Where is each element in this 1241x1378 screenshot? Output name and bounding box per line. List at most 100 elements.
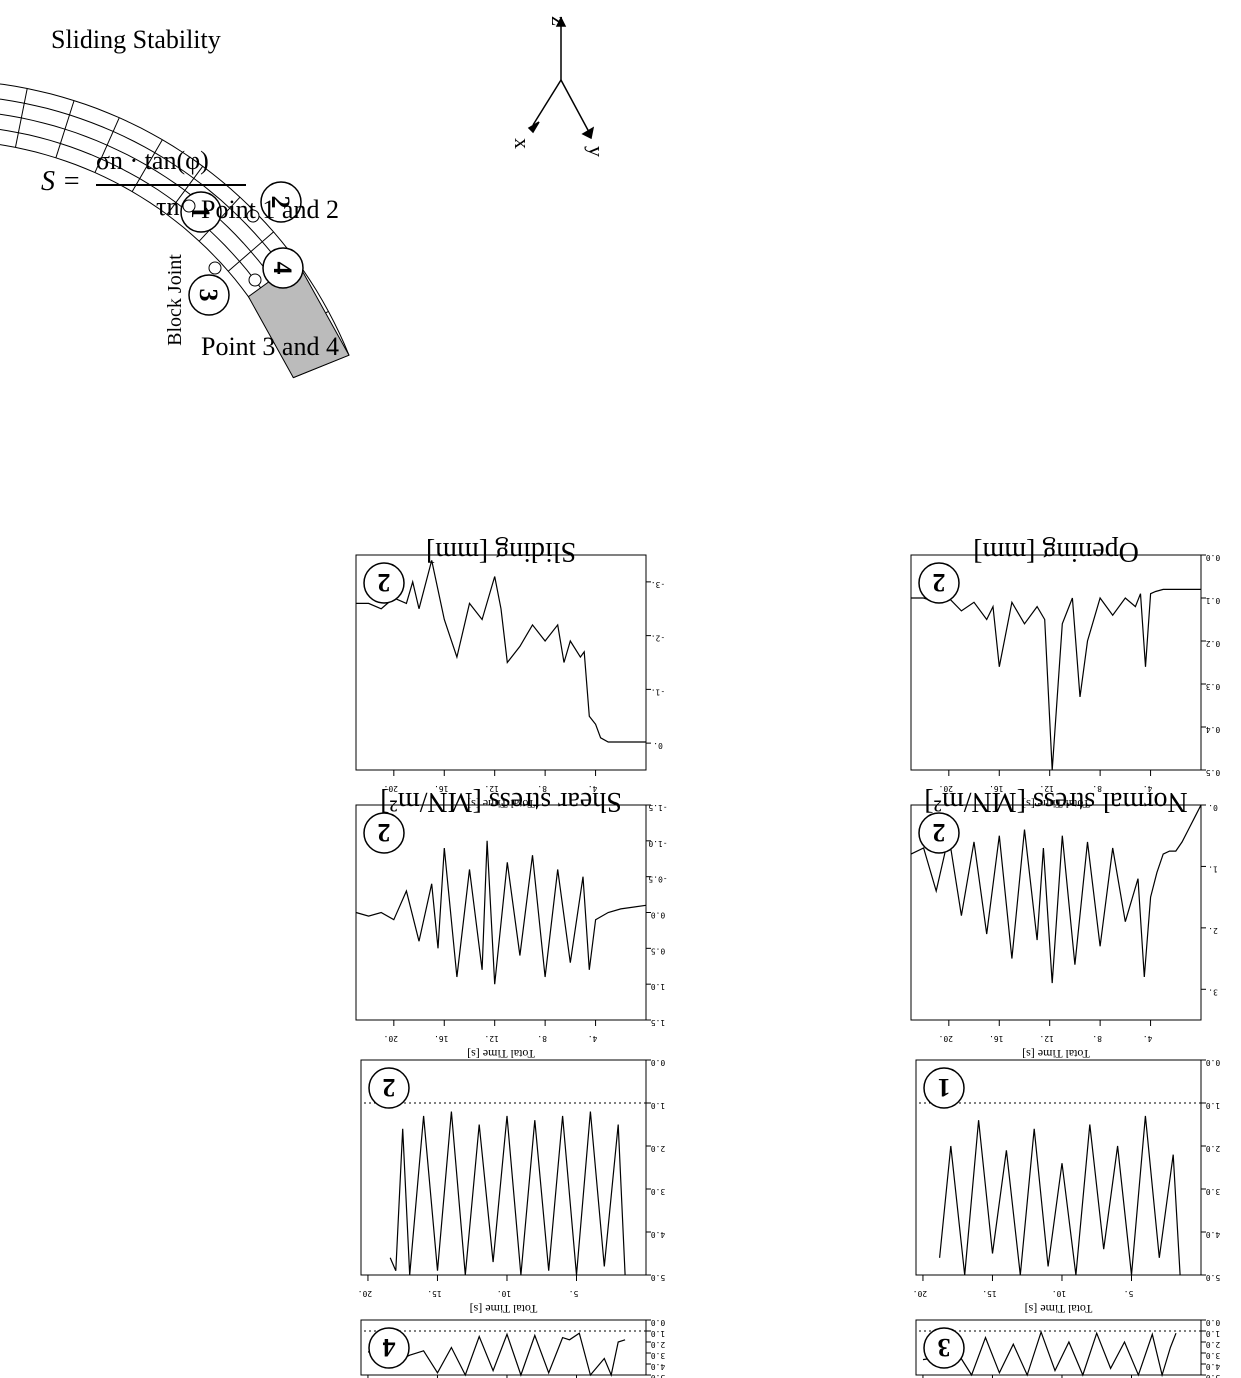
point-3-marker bbox=[188, 274, 230, 316]
chart-title: Sliding [mm] bbox=[426, 536, 576, 567]
point-badge bbox=[918, 562, 960, 604]
y-tick-label: 0.5 bbox=[651, 946, 666, 955]
x-tick-label: 20. bbox=[384, 1034, 398, 1043]
y-tick-label: 3.0 bbox=[651, 1187, 666, 1196]
point-badge-label: 2 bbox=[378, 818, 391, 847]
chart-title: Opening [mm] bbox=[973, 536, 1139, 567]
x-tick-label: 12. bbox=[1039, 1034, 1053, 1043]
point-badge-label: 2 bbox=[933, 818, 946, 847]
x-tick-label: 10. bbox=[1052, 1289, 1066, 1298]
y-tick-label: 4.0 bbox=[651, 1230, 666, 1239]
x-tick-label: 20. bbox=[913, 1289, 927, 1298]
x-tick-label: 5. bbox=[569, 1289, 579, 1298]
x-tick-label: 8. bbox=[1092, 1034, 1102, 1043]
y-tick-label: 0.2 bbox=[1206, 639, 1221, 648]
series-line bbox=[355, 840, 647, 985]
y-tick-label: -3. bbox=[651, 580, 665, 589]
point-badge bbox=[368, 1327, 410, 1369]
series-line bbox=[356, 560, 646, 743]
x-tick-label: 4. bbox=[588, 784, 598, 793]
plot-frame bbox=[915, 1059, 1202, 1276]
y-tick-label: 0.4 bbox=[1206, 725, 1221, 734]
y-tick-label: 1.0 bbox=[651, 1101, 666, 1110]
point-badge bbox=[923, 1067, 965, 1109]
axis-y-label: y bbox=[584, 146, 609, 157]
y-tick-label: 2.0 bbox=[1206, 1144, 1221, 1153]
y-tick-label: 0.0 bbox=[1206, 553, 1221, 562]
point-badge-label: 4 bbox=[383, 1333, 396, 1362]
y-tick-label: 5.0 bbox=[651, 1273, 666, 1282]
y-tick-label: 0.0 bbox=[1206, 1058, 1221, 1067]
plot-frame bbox=[355, 554, 647, 771]
series-line bbox=[367, 1332, 626, 1378]
y-tick-label: 4.0 bbox=[651, 1362, 666, 1371]
chart-3: 4.8.12.16.20.0.1.2.3.Total Time [s]Norma… bbox=[910, 786, 1218, 1061]
x-axis-label: Total Time [s] bbox=[1022, 1047, 1090, 1061]
axis-triad bbox=[527, 16, 595, 140]
y-tick-label: 2.0 bbox=[651, 1144, 666, 1153]
x-tick-label: 12. bbox=[484, 1034, 498, 1043]
y-tick-label: 3.0 bbox=[1206, 1187, 1221, 1196]
y-tick-label: 0. bbox=[653, 741, 663, 750]
y-tick-label: 5.0 bbox=[1206, 1273, 1221, 1282]
y-tick-label: 0.0 bbox=[651, 1058, 666, 1067]
y-tick-label: -1.0 bbox=[648, 839, 667, 848]
x-tick-label: 20. bbox=[939, 1034, 953, 1043]
x-tick-label: 20. bbox=[939, 784, 953, 793]
caption-points-1-2: Point 1 and 2 bbox=[201, 195, 339, 224]
x-tick-label: 8. bbox=[537, 784, 547, 793]
x-tick-label: 15. bbox=[427, 1289, 441, 1298]
y-tick-label: 3.0 bbox=[651, 1351, 666, 1360]
series-line bbox=[389, 1111, 626, 1276]
block-joint-label: Block Joint bbox=[164, 254, 186, 346]
chart-8: 5.10.15.20.0.01.02.03.04.05.0Time [s]4 bbox=[360, 1318, 666, 1378]
x-tick-label: 20. bbox=[358, 1289, 372, 1298]
y-tick-label: 1.0 bbox=[651, 982, 666, 991]
x-tick-label: 12. bbox=[1039, 784, 1053, 793]
y-tick-label: 0.5 bbox=[1206, 768, 1221, 777]
point-badge-label: 2 bbox=[378, 568, 391, 597]
y-tick-label: 0.0 bbox=[651, 1318, 666, 1327]
y-tick-label: 2.0 bbox=[651, 1340, 666, 1349]
y-tick-label: 0.0 bbox=[651, 911, 666, 920]
x-axis-label: Total Time [s] bbox=[470, 1302, 538, 1316]
y-tick-label: 0. bbox=[1208, 803, 1218, 812]
plot-frame bbox=[360, 1319, 647, 1376]
y-tick-label: 1. bbox=[1208, 864, 1218, 873]
point-badge-label: 2 bbox=[933, 568, 946, 597]
plot-frame bbox=[915, 1319, 1202, 1376]
point-3-label: 3 bbox=[194, 289, 223, 302]
point-badge bbox=[918, 812, 960, 854]
x-tick-label: 10. bbox=[497, 1289, 511, 1298]
chart-7: 5.10.15.20.0.01.02.03.04.05.0Time [s]3 bbox=[915, 1318, 1221, 1378]
point-badge bbox=[923, 1327, 965, 1369]
y-tick-label: 5.0 bbox=[1206, 1373, 1221, 1378]
x-axis-label: Total Time [s] bbox=[1022, 797, 1090, 811]
y-tick-label: 0.3 bbox=[1206, 682, 1221, 691]
series-line bbox=[939, 1115, 1181, 1276]
chart-4: 4. 8. 12. 16. 20. 1.5 1.0 0.5 0.0 -0.5 -1.0 -1.5 Tot… bbox=[355, 786, 668, 1061]
y-tick-label: 4.0 bbox=[1206, 1362, 1221, 1371]
point-badge-label: 1 bbox=[938, 1073, 951, 1102]
y-tick-label: -1. bbox=[651, 687, 665, 696]
point-4-label: 4 bbox=[268, 262, 297, 275]
y-tick-label: 1.0 bbox=[1206, 1329, 1221, 1338]
x-axis-label: Total Time [s] bbox=[467, 1047, 535, 1061]
series-line bbox=[910, 804, 1202, 984]
x-tick-label: 8. bbox=[1092, 784, 1102, 793]
chart-5: 5. 10. 15. 20. 0.0 1.0 2.0 3.0 4.0 5.0 Total Time … bbox=[913, 1058, 1221, 1316]
point-2-label: 2 bbox=[266, 196, 295, 209]
x-tick-label: 4. bbox=[588, 1034, 598, 1043]
y-tick-label: 1.5 bbox=[651, 1018, 666, 1027]
x-tick-label: 16. bbox=[434, 1034, 448, 1043]
y-tick-label: 5.0 bbox=[651, 1373, 666, 1378]
x-tick-label: 5. bbox=[1124, 1289, 1134, 1298]
point-4-marker bbox=[262, 247, 304, 289]
y-tick-label: -2. bbox=[651, 634, 665, 643]
chart-title: Normal stress [MN/m²] bbox=[924, 786, 1187, 817]
block-joint-diagram: z x y 1 2 3 4 Block Joint Sliding Stabil… bbox=[0, 16, 609, 379]
x-axis-label: Total Time [s] bbox=[467, 797, 535, 811]
axis-x-label: x bbox=[510, 138, 535, 149]
